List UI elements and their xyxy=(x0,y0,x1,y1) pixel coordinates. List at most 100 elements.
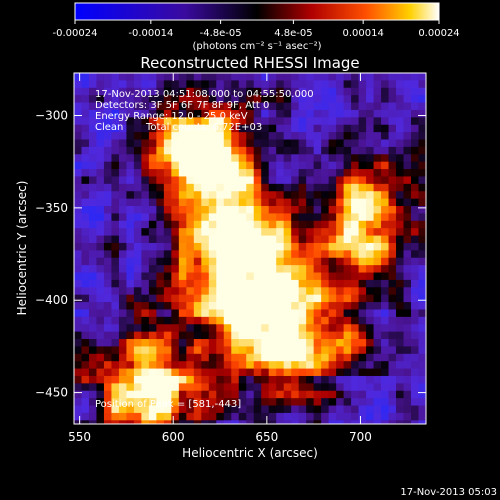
heatmap-cell xyxy=(358,80,367,89)
heatmap-cell xyxy=(366,375,375,384)
heatmap-cell xyxy=(201,324,210,333)
heatmap-cell xyxy=(231,73,240,81)
heatmap-cell xyxy=(238,368,247,377)
heatmap-cell xyxy=(298,132,307,141)
heatmap-cell xyxy=(306,176,315,185)
heatmap-cell xyxy=(418,139,426,148)
heatmap-cell xyxy=(321,390,330,399)
heatmap-cell xyxy=(111,220,120,229)
heatmap-cell xyxy=(366,316,375,325)
heatmap-cell xyxy=(291,383,300,392)
heatmap-cell xyxy=(418,265,426,274)
heatmap-cell xyxy=(231,383,240,392)
heatmap-cell xyxy=(246,383,255,392)
heatmap-cell xyxy=(351,316,360,325)
heatmap-cell xyxy=(223,272,232,281)
heatmap-cell xyxy=(411,95,420,104)
heatmap-cell xyxy=(343,154,352,163)
heatmap-cell xyxy=(103,206,113,214)
heatmap-cell xyxy=(88,346,98,355)
heatmap-cell xyxy=(321,161,330,170)
heatmap-cell xyxy=(156,412,165,421)
heatmap-cell xyxy=(88,265,98,274)
heatmap-cell xyxy=(103,235,113,244)
heatmap-cell xyxy=(133,361,142,370)
heatmap-cell xyxy=(193,87,202,96)
heatmap-cell xyxy=(403,146,412,155)
heatmap-cell xyxy=(201,109,210,118)
heatmap-cell xyxy=(388,161,397,170)
heatmap-cell xyxy=(418,109,426,118)
heatmap-cell xyxy=(336,95,345,104)
heatmap-cell xyxy=(111,206,120,214)
heatmap-cell xyxy=(343,139,352,148)
heatmap-cell xyxy=(358,191,367,200)
heatmap-cell xyxy=(133,80,142,89)
heatmap-cell xyxy=(178,169,187,178)
heatmap-cell xyxy=(163,420,172,424)
heatmap-cell xyxy=(418,331,426,340)
heatmap-cell xyxy=(216,132,225,141)
heatmap-cell xyxy=(231,353,240,362)
heatmap-cell xyxy=(171,109,180,118)
heatmap-cell xyxy=(366,287,375,296)
heatmap-cell xyxy=(111,361,120,370)
heatmap-cell xyxy=(268,109,277,118)
heatmap-cell xyxy=(366,206,375,214)
heatmap-cell xyxy=(74,339,83,348)
heatmap-cell xyxy=(88,183,98,192)
heatmap-cell xyxy=(163,228,172,237)
heatmap-cell xyxy=(336,346,345,355)
heatmap-cell xyxy=(88,169,98,178)
heatmap-cell xyxy=(246,287,255,296)
heatmap-cell xyxy=(268,139,277,148)
heatmap-cell xyxy=(148,161,157,170)
heatmap-cell xyxy=(373,361,382,370)
heatmap-cell xyxy=(246,220,255,229)
heatmap-cell xyxy=(373,95,382,104)
heatmap-cell xyxy=(171,405,180,414)
heatmap-cell xyxy=(133,154,142,163)
heatmap-cell xyxy=(201,390,210,399)
heatmap-cell xyxy=(88,146,98,155)
heatmap-cell xyxy=(246,154,255,163)
heatmap-cell xyxy=(186,117,195,126)
heatmap-cell xyxy=(118,102,128,111)
heatmap-cell xyxy=(321,250,330,259)
heatmap-cell xyxy=(171,353,180,362)
heatmap-cell xyxy=(88,206,98,214)
heatmap-cell xyxy=(261,95,270,104)
heatmap-cell xyxy=(328,80,337,89)
heatmap-cell xyxy=(321,412,330,421)
heatmap-cell xyxy=(231,309,240,318)
heatmap-cell xyxy=(306,191,315,200)
heatmap-cell xyxy=(126,117,135,126)
heatmap-cell xyxy=(291,228,300,237)
heatmap-cell xyxy=(148,346,157,355)
heatmap-cell xyxy=(358,154,367,163)
heatmap-cell xyxy=(411,80,420,89)
heatmap-cell xyxy=(133,405,142,414)
heatmap-cell xyxy=(306,235,315,244)
heatmap-cell xyxy=(74,95,83,104)
heatmap-cell xyxy=(388,146,397,155)
heatmap-cell xyxy=(268,102,277,111)
heatmap-cell xyxy=(171,176,180,185)
heatmap-cell xyxy=(103,220,113,229)
heatmap-cell xyxy=(313,250,322,259)
heatmap-cell xyxy=(208,87,217,96)
heatmap-cell xyxy=(186,102,195,111)
heatmap-cell xyxy=(283,102,292,111)
heatmap-cell xyxy=(141,361,150,370)
heatmap-cell xyxy=(141,383,150,392)
heatmap-cell xyxy=(381,316,390,325)
heatmap-cell xyxy=(373,213,382,222)
heatmap-cell xyxy=(208,346,217,355)
heatmap-cell xyxy=(126,257,135,266)
heatmap-cell xyxy=(163,302,172,311)
heatmap-cell xyxy=(298,109,307,118)
heatmap-cell xyxy=(141,80,150,89)
heatmap-cell xyxy=(171,279,180,288)
heatmap-cell xyxy=(411,169,420,178)
heatmap-cell xyxy=(96,228,105,237)
